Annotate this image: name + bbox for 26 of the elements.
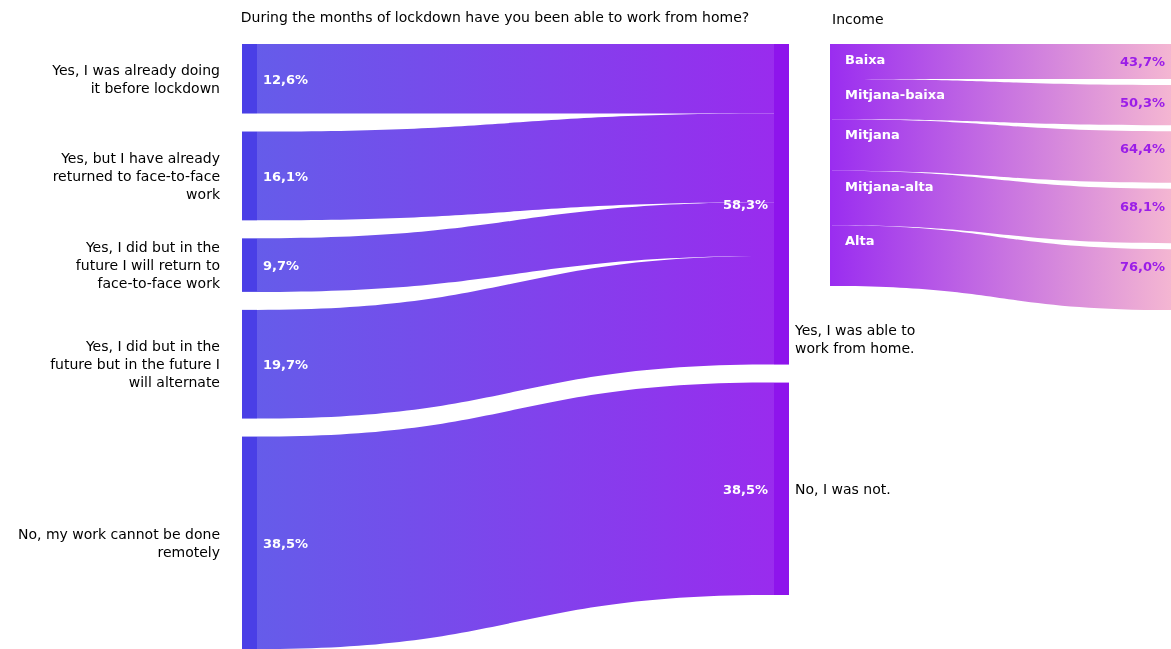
category-label: Mitjana-alta <box>845 178 934 194</box>
data-label: 16,1% <box>263 168 309 184</box>
category-label: No, my work cannot be done remotely <box>17 525 220 560</box>
text: During the months of lockdown have you been able to work from home? <box>240 9 750 25</box>
series-label: Yes, I was able to work from home. <box>794 321 916 356</box>
category-label: Mitjana <box>845 127 900 143</box>
data-label: 76,0% <box>1119 259 1165 275</box>
category-label: Yes, I did but in the future but in the future I will alternate <box>50 338 220 391</box>
category-label: Baixa <box>845 52 886 67</box>
text: 38,5% <box>722 481 768 497</box>
text: 58,3% <box>722 197 768 213</box>
category-label: Mitjana-baixa <box>845 86 945 102</box>
data-label: 68,1% <box>1119 198 1165 214</box>
category-label: Yes, I did but in the future I will return to face-to-face work <box>75 239 221 292</box>
data-label: 19,7% <box>263 357 309 373</box>
category-label: Yes, but I have already returned to face-to-face work <box>52 149 221 202</box>
data-label: 50,3% <box>1119 94 1165 110</box>
data-label: 43,7% <box>1119 54 1165 69</box>
data-label: 12,6% <box>263 71 309 87</box>
category-label: Yes, I was already doing it before lockdown <box>51 61 220 96</box>
series-label: No, I was not. <box>795 480 891 497</box>
data-label: 9,7% <box>263 258 300 274</box>
text: Income <box>832 11 884 27</box>
data-label: 38,5% <box>263 535 309 551</box>
data-label: 64,4% <box>1119 141 1165 157</box>
category-label: Alta <box>845 233 875 249</box>
